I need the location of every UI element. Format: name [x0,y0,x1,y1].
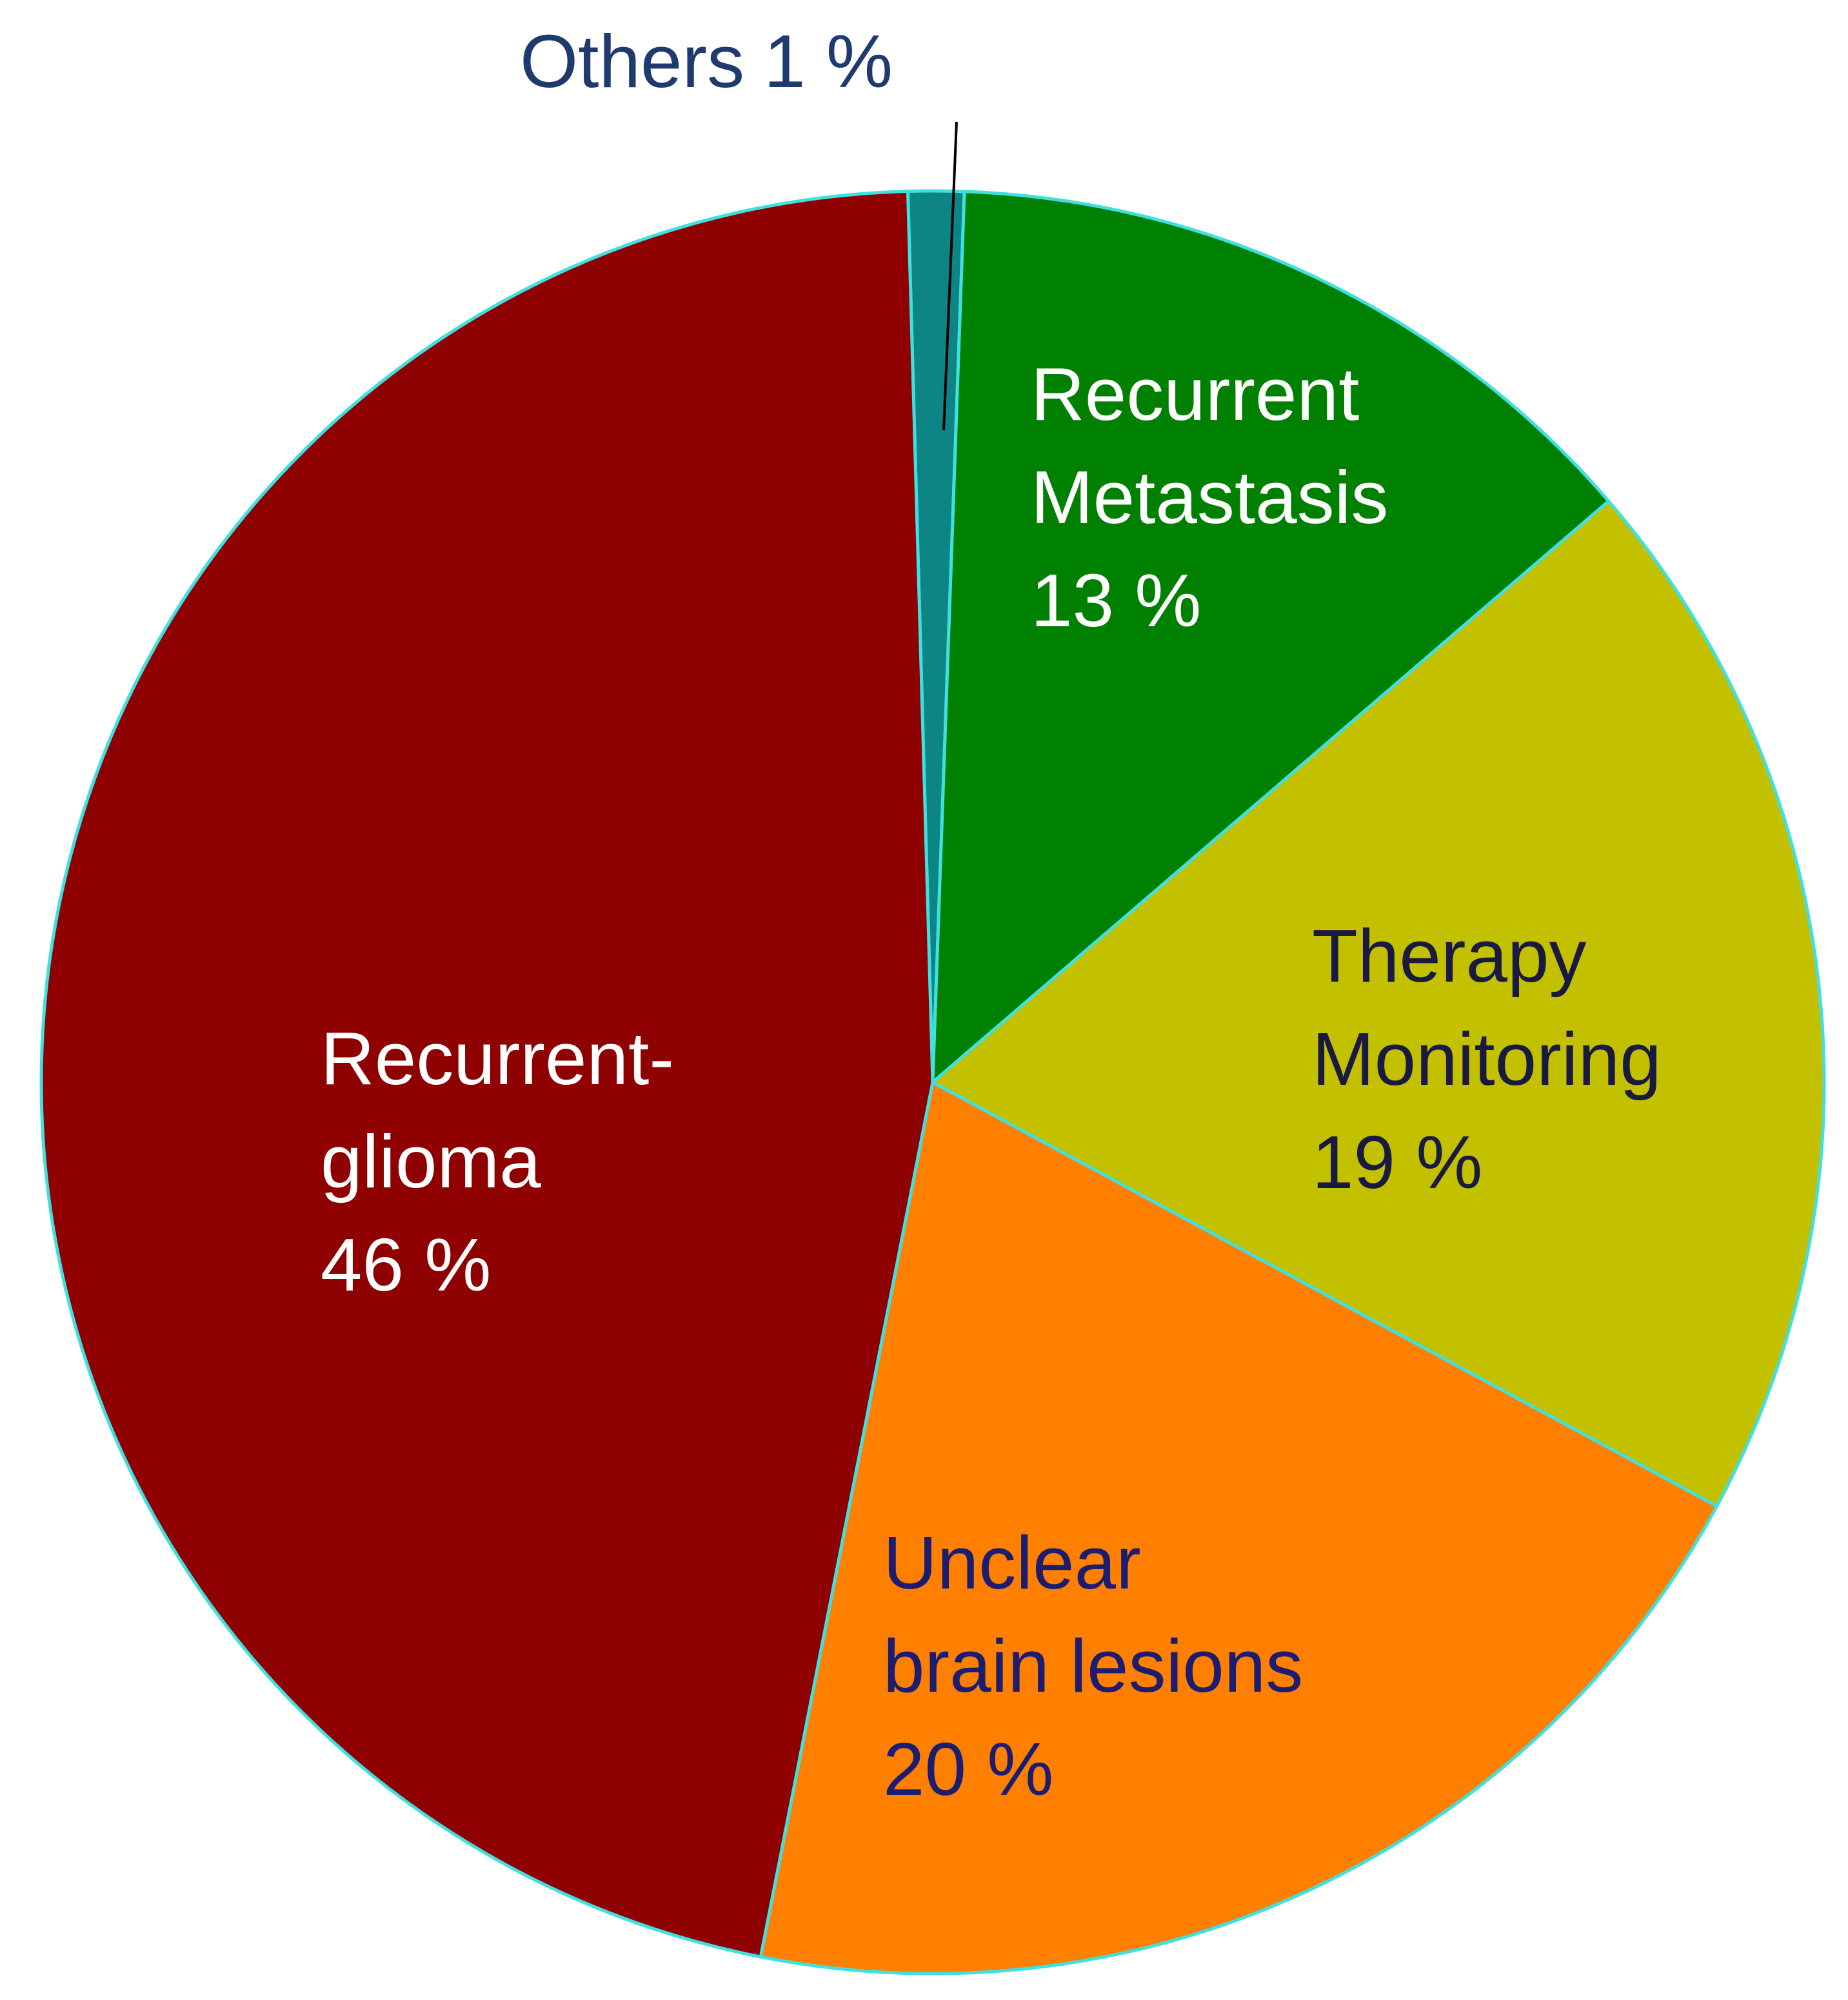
value-label: 13 % [1031,559,1201,642]
leader-line [942,121,958,431]
others-label: Others 1 % [520,19,893,103]
pie-slice [931,190,1611,1086]
category-label: Unclear brain lesions [883,1521,1303,1708]
value-label: 1 % [764,19,893,103]
category-label: Recurrent Metastasis [1031,352,1388,539]
labels: Recurrent Metastasis 13 % Therapy Monitori… [321,352,1662,1811]
pie-slice [929,499,1826,1509]
value-label: 19 % [1312,1120,1482,1204]
category-label: Others [520,19,744,103]
value-label: 46 % [321,1223,491,1307]
slices [39,189,1826,1975]
pie-slice [39,189,935,1959]
pie-slice [759,1080,1720,1975]
category-label: Recurrent-glioma [321,1016,674,1203]
category-label: Therapy Monitoring [1312,914,1662,1101]
value-label: 20 % [883,1727,1053,1811]
